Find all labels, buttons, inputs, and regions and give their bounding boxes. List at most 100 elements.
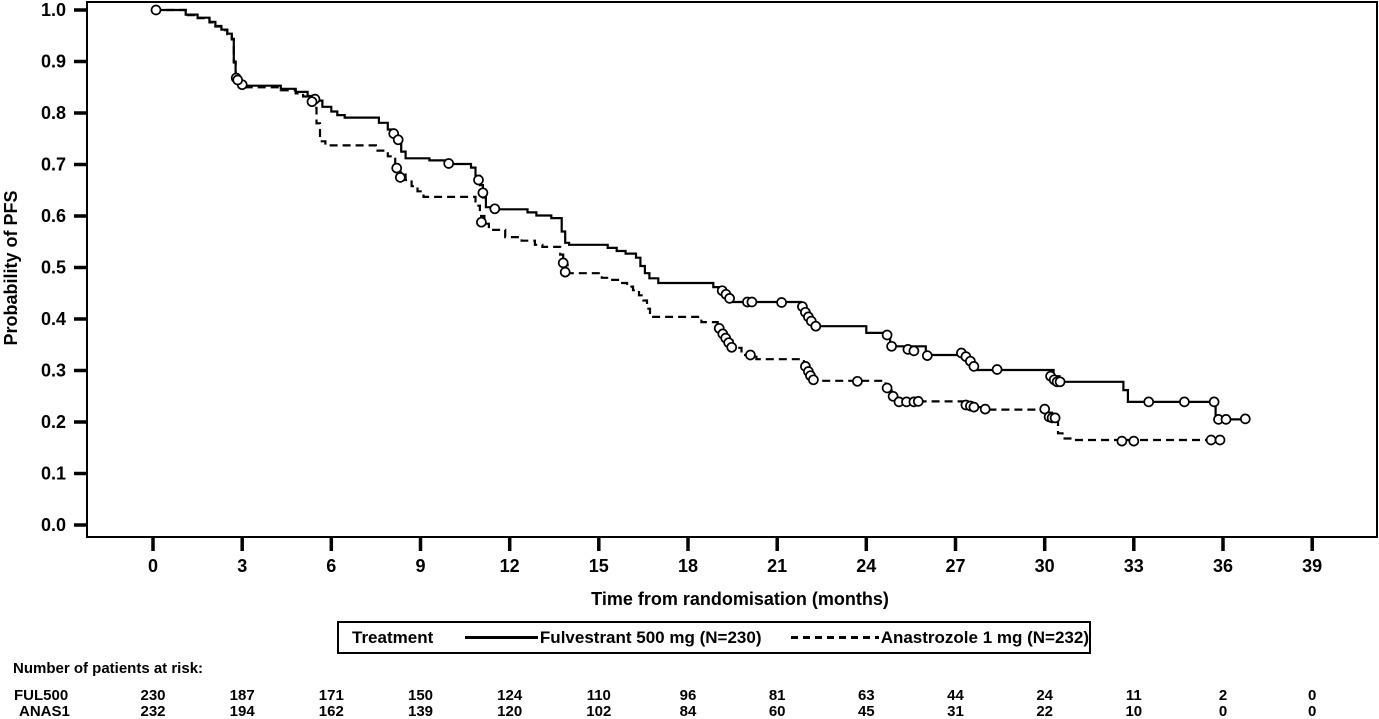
risk-count: 2	[1218, 687, 1228, 704]
anas1-censor-mark	[1039, 403, 1051, 415]
risk-count: 230	[140, 687, 166, 704]
ful500-curve	[153, 8, 1246, 421]
anas1-censor-mark	[968, 401, 980, 413]
y-tick-label: 0.1	[41, 464, 66, 484]
ful500-censor-mark	[150, 4, 162, 16]
legend-title: Treatment	[352, 627, 434, 647]
dashed-line-sample	[791, 636, 879, 639]
ful500-censor-mark	[1239, 413, 1251, 425]
ful500-censor-mark	[991, 364, 1003, 375]
anas1-curve	[153, 8, 1223, 442]
ful500-censor-mark	[810, 320, 822, 332]
y-axis-title: Probability of PFS	[1, 190, 21, 345]
x-tick-label: 27	[945, 556, 965, 576]
x-tick-label: 30	[1035, 556, 1055, 576]
risk-count: 60	[768, 703, 786, 719]
legend-label-anastrozole: Anastrozole 1 mg (N=232)	[880, 627, 1089, 647]
ful500-censor-mark	[746, 296, 758, 308]
x-tick-label: 18	[678, 556, 698, 576]
x-tick-label: 12	[500, 556, 520, 576]
risk-count: 96	[679, 687, 697, 704]
anas1-censor-mark	[1214, 434, 1226, 446]
risk-count: 150	[407, 687, 434, 704]
ful500-censor-mark	[881, 329, 893, 341]
risk-count: 124	[497, 687, 523, 704]
risk-count: 162	[318, 703, 344, 719]
risk-row-ful500: FUL500 230 187 171 150 124 110 96 81 63 44 24 11 2 0	[0, 687, 1379, 704]
ful500-censor-mark	[1054, 376, 1066, 388]
x-tick-label: 0	[148, 556, 158, 576]
risk-count: 11	[1125, 687, 1142, 704]
risk-count: 0	[1218, 703, 1228, 719]
legend-label-fulvestrant: Fulvestrant 500 mg (N=230)	[539, 627, 762, 647]
risk-count: 187	[229, 687, 255, 704]
x-tick-label: 36	[1213, 556, 1233, 576]
y-tick-label: 0.9	[41, 52, 66, 72]
risk-count: 45	[857, 703, 875, 719]
y-tick-label: 0.0	[41, 515, 66, 535]
risk-count: 22	[1036, 703, 1054, 719]
anas1-censor-mark	[306, 96, 318, 108]
x-tick-label: 21	[767, 556, 787, 576]
ful500-censor-mark	[921, 350, 933, 361]
anas1-censor-mark	[394, 172, 406, 183]
anas1-censor-mark	[979, 403, 991, 415]
risk-row-label: FUL500	[14, 687, 69, 704]
ful500-censor-mark	[968, 361, 980, 372]
y-tick-label: 0.3	[41, 361, 66, 381]
risk-count: 10	[1125, 703, 1143, 719]
ful500-censor-mark	[724, 293, 735, 304]
anas1-censor-mark	[1205, 434, 1217, 446]
y-tick-label: 0.5	[41, 258, 66, 278]
ful500-censor-mark	[489, 203, 501, 215]
risk-count: 63	[857, 687, 875, 704]
risk-count: 194	[229, 703, 255, 719]
risk-count: 110	[586, 687, 611, 704]
anas1-censor-mark	[476, 216, 487, 228]
risk-row-anas1: ANAS1 232 194 162 139 120 102 84 60 45 31 22 10 0 0	[0, 703, 1379, 719]
plot-border	[86, 1, 1378, 538]
x-tick-label: 6	[326, 556, 336, 576]
y-tick-label: 0.6	[41, 206, 66, 226]
y-tick-label: 0.8	[41, 103, 66, 123]
anas1-censor-mark	[557, 257, 569, 269]
x-axis-title: Time from randomisation (months)	[591, 589, 889, 609]
ful500-censor-mark	[776, 297, 787, 308]
ful500-censor-mark	[1208, 396, 1220, 408]
anas1-censor-mark	[852, 375, 863, 387]
anas1-censor-mark	[808, 374, 819, 386]
risk-count: 84	[679, 703, 697, 719]
risk-count: 232	[140, 703, 166, 719]
x-tick-label: 39	[1302, 556, 1322, 576]
anas1-censor-mark	[232, 74, 244, 86]
risk-count: 24	[1036, 687, 1054, 704]
anas1-censor-mark	[1116, 435, 1128, 447]
anas1-censor-mark	[726, 341, 738, 353]
x-tick-label: 33	[1124, 556, 1144, 576]
risk-count: 44	[947, 687, 964, 704]
risk-count: 0	[1308, 687, 1317, 704]
ful500-censor-mark	[477, 187, 489, 199]
y-tick-label: 0.4	[41, 309, 66, 329]
risk-count: 120	[497, 703, 523, 719]
anas1-censor-mark	[1128, 435, 1140, 447]
risk-count: 139	[407, 703, 434, 719]
ful500-censor-mark	[473, 174, 484, 186]
ful500-censor-mark	[1179, 396, 1190, 408]
x-tick-label: 15	[589, 556, 609, 576]
anas1-censor-mark	[559, 266, 571, 278]
risk-count: 81	[768, 687, 786, 704]
x-tick-label: 24	[856, 556, 876, 576]
risk-count: 171	[318, 687, 344, 704]
risk-count: 102	[586, 703, 612, 719]
anas1-censor-mark	[1049, 412, 1061, 424]
y-tick-label: 0.2	[41, 412, 66, 432]
y-tick-label: 0.7	[41, 155, 66, 175]
ful500-censor-mark	[886, 340, 897, 352]
anas1-censor-mark	[391, 162, 403, 174]
solid-line-sample	[465, 636, 538, 639]
x-tick-label: 3	[237, 556, 247, 576]
y-tick-label: 1.0	[41, 0, 66, 20]
risk-table-title: Number of patients at risk:	[13, 660, 204, 677]
